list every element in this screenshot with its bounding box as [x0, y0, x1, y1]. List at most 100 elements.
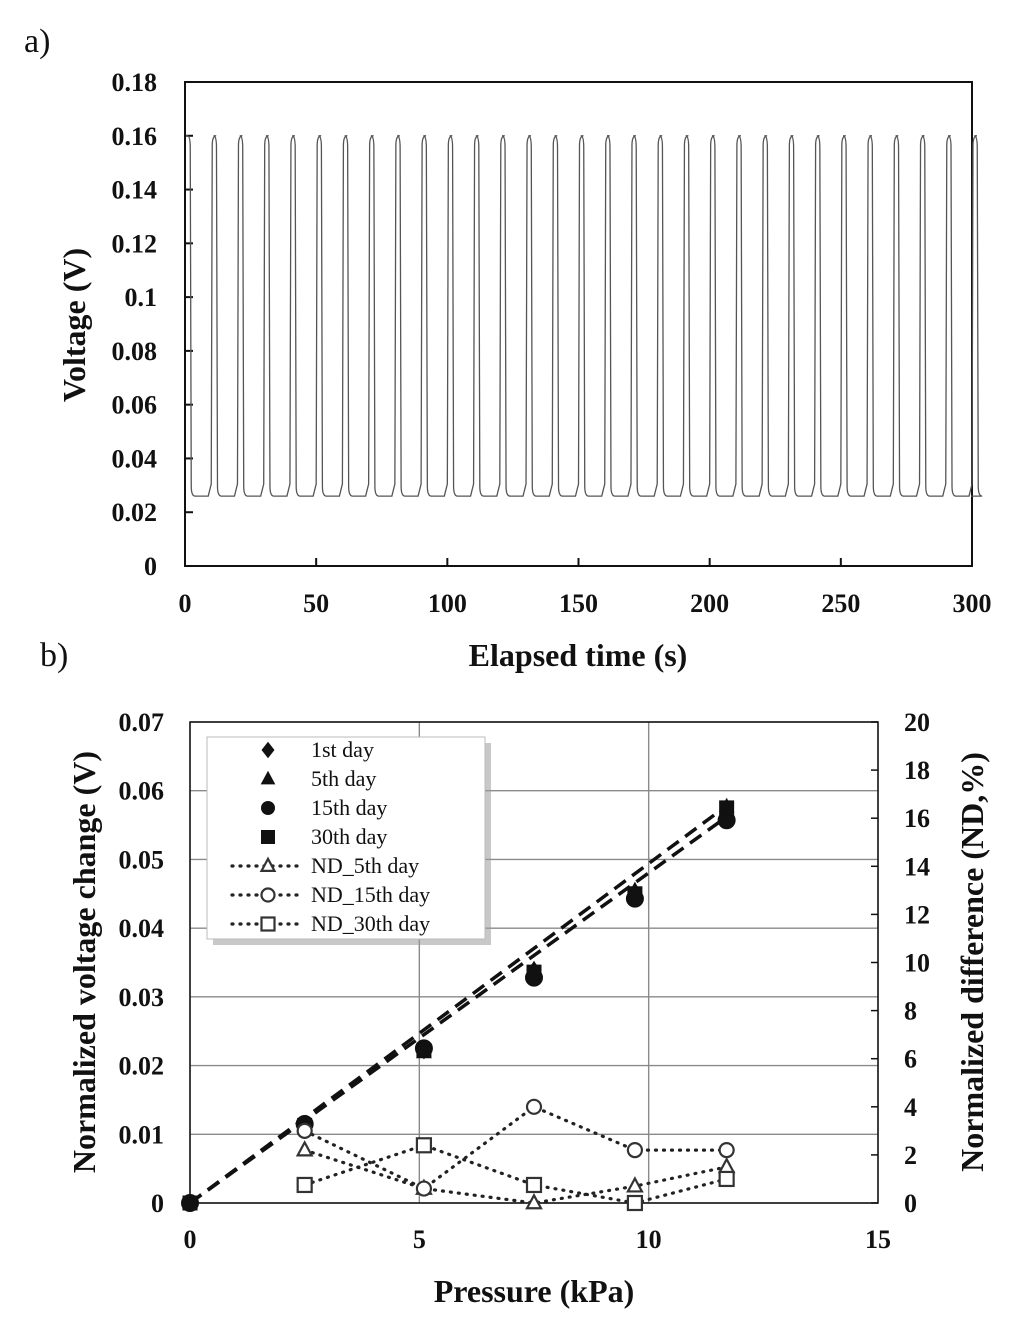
- panel-a-y-ticks: 0 0.02 0.04 0.06 0.08 0.1 0.12 0.14 0.16 0.18: [112, 68, 193, 581]
- legend-marker: [259, 856, 277, 872]
- legend-label: 15th day: [311, 795, 387, 820]
- panel-b-right-y-axis-title: Normalized difference (ND,%): [954, 752, 990, 1172]
- panel-b-left-y-tick-label: 0: [151, 1189, 164, 1218]
- panel-b-label: b): [40, 637, 68, 674]
- panel-b-x-ticks: 0 5 10 15: [184, 1225, 892, 1254]
- panel-b-point: [718, 1170, 735, 1188]
- panel-a-y-tick-label: 0.04: [112, 444, 158, 473]
- panel-b-right-y-tick-label: 10: [904, 949, 930, 978]
- panel-a-x-tick-label: 300: [953, 589, 992, 618]
- panel-a-label: a): [24, 23, 50, 60]
- panel-b-nd-line: [303, 1143, 729, 1205]
- panel-b-pressure-response: b) 0 0.01 0.02 0.03 0.04 0.05 0.06 0.07 0 2 4 6 8 10…: [40, 637, 990, 1309]
- legend-box: [206, 736, 486, 940]
- panel-b-right-y-tick-label: 20: [904, 708, 930, 737]
- panel-a-x-tick-label: 200: [690, 589, 729, 618]
- legend-entry: 1st day: [261, 737, 374, 762]
- panel-b-point: [295, 1140, 314, 1157]
- panel-b-right-y-tick-label: 8: [904, 997, 917, 1026]
- panel-b-point: [525, 1192, 543, 1210]
- panel-b-right-y-tick-label: 0: [904, 1189, 917, 1218]
- panel-b-point: [626, 1141, 644, 1159]
- panel-a-y-tick-label: 0.14: [112, 176, 158, 205]
- panel-b-x-tick-label: 15: [865, 1225, 891, 1254]
- panel-b-left-y-tick-label: 0.05: [119, 845, 165, 874]
- panel-b-left-y-tick-label: 0.01: [119, 1120, 165, 1149]
- legend-marker: [260, 770, 276, 785]
- legend-entry: ND_5th day: [230, 853, 419, 878]
- panel-b-series-6: [296, 1137, 735, 1212]
- panel-b-point: [718, 1141, 735, 1159]
- panel-b-x-tick-label: 0: [184, 1225, 197, 1254]
- panel-b-left-y-tick-label: 0.04: [119, 914, 165, 943]
- legend-label: 1st day: [311, 737, 374, 762]
- panel-a-y-tick-label: 0: [144, 552, 157, 581]
- panel-a-x-tick-label: 0: [179, 589, 192, 618]
- legend-entry: ND_30th day: [230, 911, 430, 936]
- panel-b-point: [525, 1098, 543, 1115]
- panel-b-point: [627, 886, 643, 902]
- panel-b-nd-line: [303, 1104, 729, 1191]
- panel-b-series-4: [295, 1140, 736, 1210]
- panel-b-nd-line: [303, 1148, 729, 1205]
- panel-b-left-y-tick-label: 0.02: [119, 1052, 165, 1081]
- legend-label: ND_30th day: [311, 911, 430, 936]
- panel-a-x-tick-label: 250: [821, 589, 860, 618]
- panel-b-point: [415, 1137, 433, 1154]
- panel-b-point: [416, 1042, 432, 1058]
- panel-a-y-tick-label: 0.02: [112, 498, 158, 527]
- panel-b-right-y-tick-label: 6: [904, 1045, 917, 1074]
- legend-marker: [261, 741, 275, 759]
- panel-b-left-y-tick-label: 0.03: [119, 983, 165, 1012]
- panel-b-right-y-tick-label: 12: [904, 900, 930, 929]
- panel-b-series-3: [182, 800, 735, 1211]
- panel-a-voltage-trace: [186, 135, 983, 497]
- legend-label: ND_5th day: [311, 853, 419, 878]
- legend-entry: 5th day: [260, 766, 376, 791]
- panel-a-y-tick-label: 0.1: [125, 283, 158, 312]
- panel-b-series: [181, 797, 736, 1212]
- panel-b-left-y-ticks: 0 0.01 0.02 0.03 0.04 0.05 0.06 0.07: [119, 708, 165, 1218]
- panel-a-x-tick-label: 100: [428, 589, 467, 618]
- panel-a-y-tick-label: 0.06: [112, 391, 158, 420]
- panel-a-x-tick-label: 50: [303, 589, 329, 618]
- panel-b-point: [296, 1122, 313, 1139]
- panel-b-point: [415, 1180, 433, 1197]
- legend-label: 5th day: [311, 766, 376, 791]
- legend-entry: ND_15th day: [230, 882, 430, 907]
- legend-entry: 15th day: [261, 795, 387, 820]
- panel-b-left-y-axis-title: Normalized voltage change (V): [66, 751, 102, 1173]
- panel-a-y-tick-label: 0.16: [112, 122, 158, 151]
- panel-a-voltage-vs-time: a) 00.020.040.060.080.10.120.140.160.18 …: [24, 23, 992, 673]
- panel-b-point: [182, 1195, 198, 1211]
- panel-b-point: [525, 1176, 543, 1194]
- panel-b-point: [717, 1156, 736, 1174]
- panel-b-fit-lines: [188, 804, 728, 1205]
- panel-b-right-y-tick-label: 2: [904, 1141, 917, 1170]
- legend-marker: [260, 887, 276, 903]
- panel-b-point: [526, 964, 542, 980]
- panel-b-left-y-tick-label: 0.06: [119, 777, 165, 806]
- panel-a-series: [186, 135, 983, 497]
- panel-b-x-axis-title: Pressure (kPa): [434, 1273, 635, 1309]
- panel-a-x-ticks: 0 50 100 150 200 250 300: [179, 558, 992, 618]
- legend-label: ND_15th day: [311, 882, 430, 907]
- panel-b-x-tick-label: 5: [413, 1225, 426, 1254]
- panel-b-point: [296, 1176, 313, 1194]
- panel-a-y-tick-label: 0.12: [112, 229, 158, 258]
- panel-a-y-tick-label: 0.08: [112, 337, 158, 366]
- panel-b-right-y-tick-label: 18: [904, 756, 930, 785]
- panel-b-x-tick-label: 10: [636, 1225, 662, 1254]
- panel-a-x-axis-title: Elapsed time (s): [469, 637, 688, 673]
- panel-a-y-tick-label: 0.18: [112, 68, 158, 97]
- legend-marker: [260, 916, 276, 932]
- panel-b-legend: 1st day 5th day 15th day 30th day ND_5th day…: [206, 736, 491, 945]
- panel-b-right-y-tick-label: 4: [904, 1093, 917, 1122]
- legend-marker: [261, 801, 275, 815]
- panel-b-series-5: [296, 1098, 735, 1197]
- legend-label: 30th day: [311, 824, 387, 849]
- legend-entry: 30th day: [261, 824, 387, 849]
- panel-a-x-tick-label: 150: [559, 589, 598, 618]
- panel-b-point: [626, 1176, 644, 1193]
